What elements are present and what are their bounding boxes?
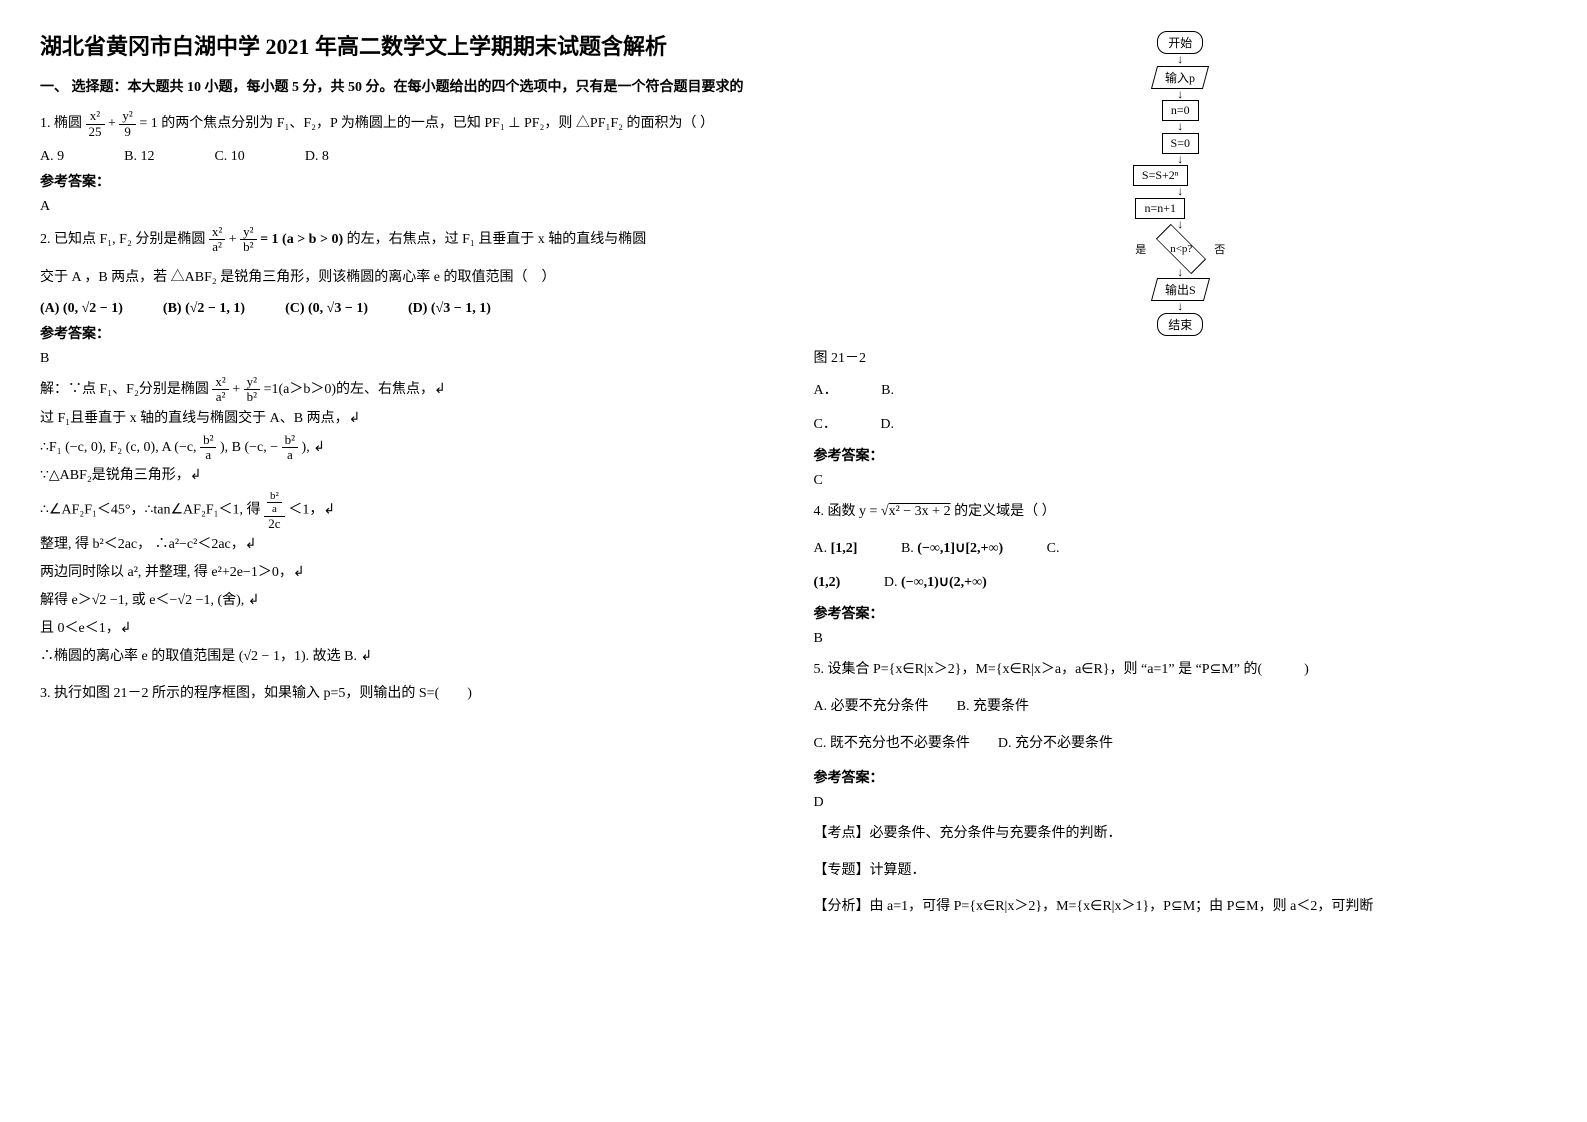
q4-opt-b: B. (−∞,1]∪[2,+∞) [901, 535, 1003, 563]
flow-yes: 是 [1135, 241, 1146, 257]
q3-opt-c: C． [814, 411, 837, 439]
question-1: 1. 椭圆 x² 25 + y² 9 = 1 的两个焦点分别为 F₁、F₂，P … [40, 109, 774, 139]
flow-input: 输入p [1151, 66, 1209, 89]
flow-end: 结束 [1157, 313, 1203, 336]
q1-stem-a: 1. 椭圆 [40, 116, 86, 131]
flow-no: 否 [1214, 241, 1225, 257]
flowchart: 开始 ↓ 输入p ↓ n=0 ↓ S=0 ↓ S=S+2ⁿ ↓ n=n+1 ↓ … [1100, 30, 1260, 337]
flow-cond: n<p? [1156, 234, 1206, 264]
q4-opt-d: D. (−∞,1)∪(2,+∞) [884, 569, 987, 597]
q2-ans: B [40, 351, 774, 367]
q5-zhuanti: 【专题】计算题． [814, 858, 1548, 885]
q1-frac1: x² 25 [86, 109, 105, 139]
q2-stem-b: 的左，右焦点，过 F₁ 且垂直于 x 轴的直线与椭圆 [347, 232, 647, 247]
flow-output: 输出S [1151, 278, 1210, 301]
q1-opt-b: B. 12 [124, 149, 154, 165]
q1-opt-c: C. 10 [214, 149, 244, 165]
q4-sqrt-expr: x² − 3x + 2 [889, 504, 951, 519]
flow-start: 开始 [1157, 31, 1203, 54]
q3-ans-label: 参考答案： [814, 445, 1548, 465]
q1-opt-a: A. 9 [40, 149, 64, 165]
arrow-icon: ↓ [1100, 55, 1260, 65]
q5-opts-ab: A. 必要不充分条件 B. 充要条件 [814, 694, 1548, 721]
q2-stem-c: 交于 A ，B 两点，若 △ABF₂ 是锐角三角形，则该椭圆的离心率 e 的取值… [40, 265, 774, 292]
q1-ans: A [40, 199, 774, 215]
q4-ans: B [814, 631, 1548, 647]
q2-opt-b: (B) (√2 − 1, 1) [163, 301, 245, 317]
arrow-icon: ↓ [1100, 90, 1260, 100]
q5-opts-cd: C. 既不充分也不必要条件 D. 充分不必要条件 [814, 731, 1548, 758]
q2-frac1: x² a² [209, 225, 225, 255]
q2-ans-label: 参考答案： [40, 323, 774, 343]
flow-init-n: n=0 [1162, 100, 1199, 121]
q2-stem-a: 2. 已知点 F₁, F₂ 分别是椭圆 [40, 232, 209, 247]
question-4: 4. 函数 y = √x² − 3x + 2 的定义域是（ ） [814, 499, 1548, 526]
q1-frac2: y² 9 [119, 109, 135, 139]
q5-kaodian: 【考点】必要条件、充分条件与充要条件的判断． [814, 821, 1548, 848]
question-5: 5. 设集合 P={x∈R|x＞2}，M={x∈R|x＞a，a∈R}，则 “a=… [814, 657, 1548, 684]
q1-options: A. 9 B. 12 C. 10 D. 8 [40, 149, 774, 165]
q3-opt-d: D. [880, 411, 894, 439]
q3-opt-b: B. [881, 377, 894, 405]
q1-stem-b: 的两个焦点分别为 F₁、F₂，P 为椭圆上的一点，已知 PF₁ ⊥ PF₂，则 … [161, 116, 714, 131]
left-column: 湖北省黄冈市白湖中学 2021 年高二数学文上学期期末试题含解析 一、 选择题：… [40, 30, 774, 931]
q3-options: A． B. [814, 377, 1548, 405]
q2-solution: 解：∵点 F₁、F₂分别是椭圆 x²a² + y²b² =1(a＞b＞0)的左、… [40, 375, 774, 671]
q1-opt-d: D. 8 [305, 149, 329, 165]
doc-title: 湖北省黄冈市白湖中学 2021 年高二数学文上学期期末试题含解析 [40, 30, 774, 63]
q5-ans: D [814, 795, 1548, 811]
q2-opt-a: (A) (0, √2 − 1) [40, 301, 123, 317]
arrow-icon: ↓ [1100, 268, 1260, 278]
q4-options: A. [1,2] B. (−∞,1]∪[2,+∞) C. [814, 535, 1548, 563]
q3-opt-a: A． [814, 377, 838, 405]
arrow-icon: ↓ [1100, 122, 1260, 132]
q2-opt-d: (D) (√3 − 1, 1) [408, 301, 491, 317]
flow-step-s: S=S+2ⁿ [1133, 165, 1188, 186]
q4-opt-c-prefix: C. [1047, 535, 1060, 563]
arrow-icon: ↓ [1100, 155, 1260, 165]
q5-fenxi: 【分析】由 a=1，可得 P={x∈R|x＞2}，M={x∈R|x＞1}，P⊆M… [814, 894, 1548, 921]
arrow-icon: ↓ [1100, 187, 1260, 197]
q4-ans-label: 参考答案： [814, 603, 1548, 623]
q5-ans-label: 参考答案： [814, 767, 1548, 787]
figure-caption: 图 21－2 [814, 347, 1548, 367]
q1-ans-label: 参考答案： [40, 171, 774, 191]
flow-init-s: S=0 [1162, 133, 1199, 154]
arrow-icon: ↓ [1100, 220, 1260, 230]
q4-opt-a: A. [1,2] [814, 535, 858, 563]
q2-options: (A) (0, √2 − 1) (B) (√2 − 1, 1) (C) (0, … [40, 301, 774, 317]
q2-opt-c: (C) (0, √3 − 1) [285, 301, 368, 317]
flow-step-n: n=n+1 [1135, 198, 1185, 219]
q4-opt-c: (1,2) [814, 569, 841, 597]
question-2: 2. 已知点 F₁, F₂ 分别是椭圆 x² a² + y² b² = 1 (a… [40, 225, 774, 255]
q3-ans: C [814, 473, 1548, 489]
arrow-icon: ↓ [1100, 302, 1260, 312]
question-3: 3. 执行如图 21－2 所示的程序框图，如果输入 p=5，则输出的 S=( ) [40, 681, 774, 708]
q2-frac2: y² b² [240, 225, 256, 255]
section-1-head: 一、 选择题：本大题共 10 小题，每小题 5 分，共 50 分。在每小题给出的… [40, 77, 774, 99]
right-column: 开始 ↓ 输入p ↓ n=0 ↓ S=0 ↓ S=S+2ⁿ ↓ n=n+1 ↓ … [814, 30, 1548, 931]
